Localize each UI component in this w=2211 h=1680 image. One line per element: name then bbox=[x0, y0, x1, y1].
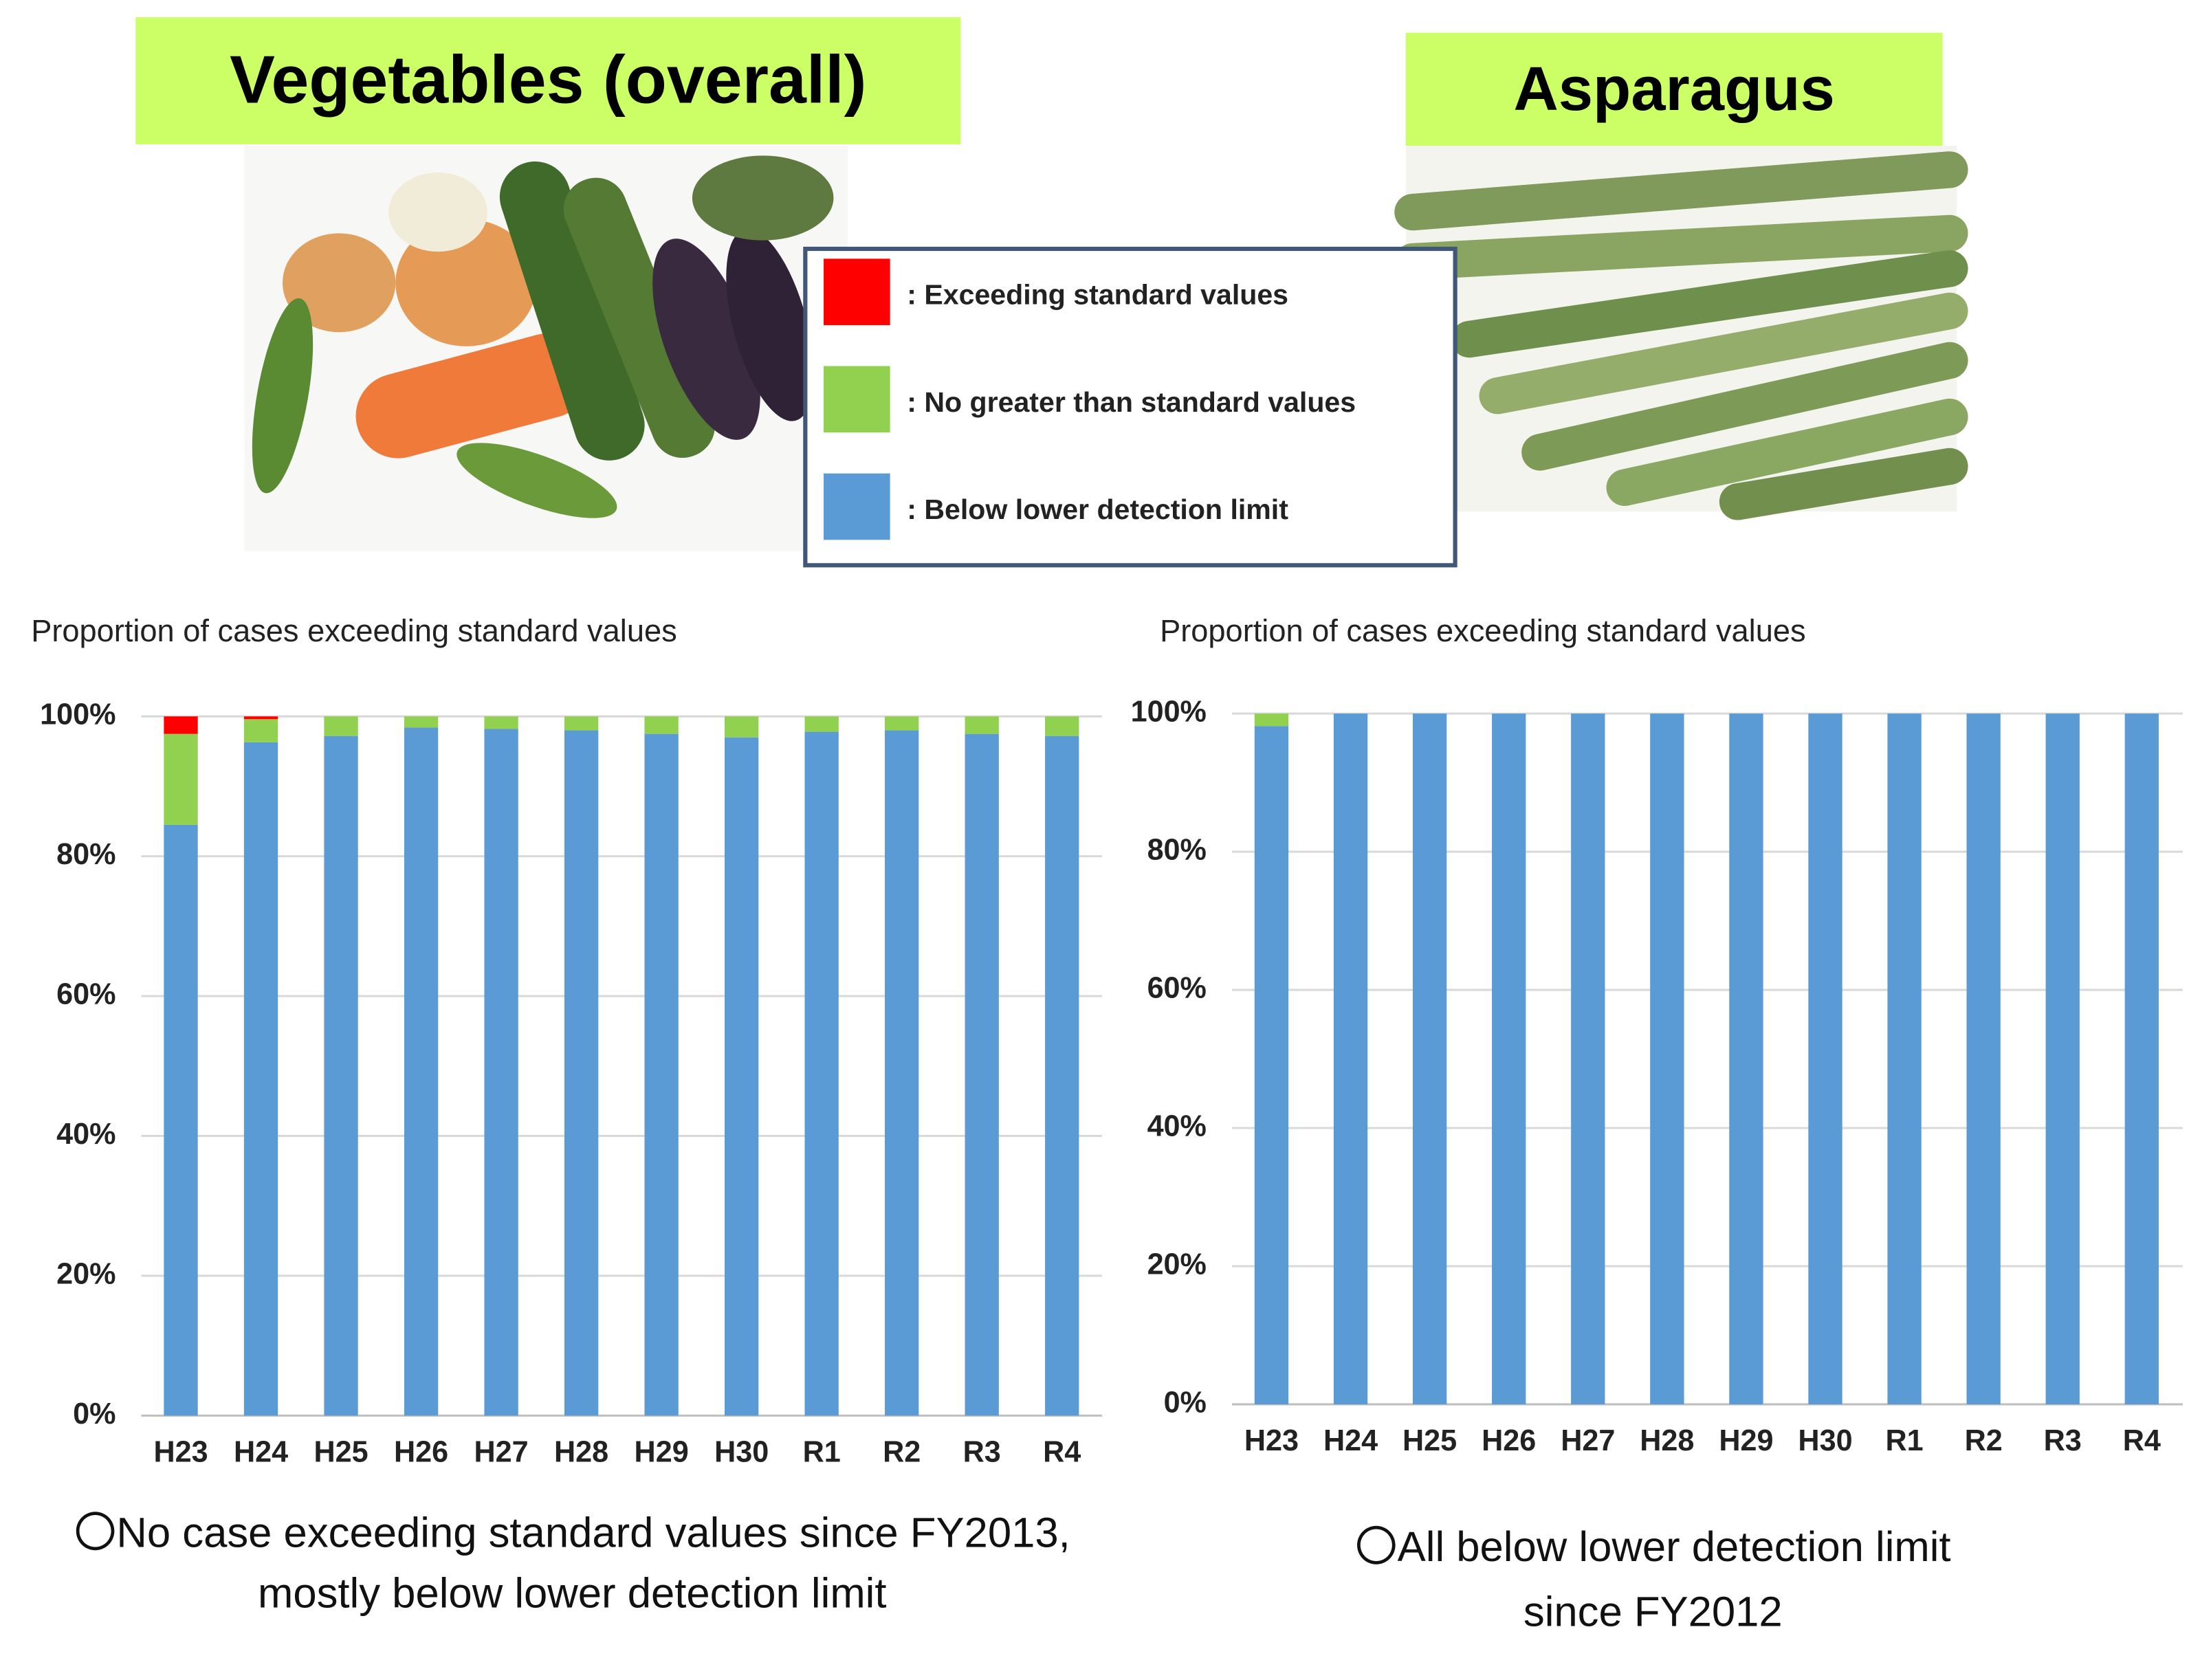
bar-segment bbox=[1492, 714, 1526, 1404]
bar-segment bbox=[644, 733, 679, 1416]
x-tick-label: R1 bbox=[1885, 1424, 1923, 1457]
y-tick-label: 40% bbox=[1147, 1109, 1207, 1142]
bar-segment bbox=[1254, 714, 1289, 727]
x-tick-label: H29 bbox=[635, 1435, 689, 1468]
bar-segment bbox=[564, 716, 599, 731]
bar-segment bbox=[885, 716, 919, 731]
x-tick-label: H24 bbox=[1323, 1424, 1378, 1457]
bar-segment bbox=[2124, 714, 2159, 1404]
y-tick-label: 100% bbox=[40, 698, 116, 731]
bar-segment bbox=[243, 716, 278, 720]
y-tick-label: 60% bbox=[56, 977, 116, 1010]
bar-segment bbox=[164, 716, 198, 734]
x-tick-label: H26 bbox=[1482, 1424, 1536, 1457]
y-tick-label: 80% bbox=[1147, 833, 1207, 866]
bar-segment bbox=[1808, 714, 1842, 1404]
x-tick-label: H27 bbox=[1561, 1424, 1615, 1457]
legend-swatch bbox=[824, 258, 890, 325]
x-tick-label: H29 bbox=[1719, 1424, 1773, 1457]
x-tick-label: H28 bbox=[554, 1435, 608, 1468]
bar-segment bbox=[1412, 714, 1447, 1404]
x-tick-label: R4 bbox=[1043, 1435, 1081, 1468]
x-tick-label: H28 bbox=[1640, 1424, 1694, 1457]
bar-segment bbox=[1254, 726, 1289, 1404]
x-tick-label: H30 bbox=[1798, 1424, 1852, 1457]
note: since FY2012 bbox=[1524, 1588, 1783, 1635]
bar-segment bbox=[164, 733, 198, 825]
x-tick-label: R2 bbox=[1965, 1424, 2003, 1457]
x-tick-label: H25 bbox=[1402, 1424, 1457, 1457]
x-tick-label: H30 bbox=[714, 1435, 769, 1468]
bar-segment bbox=[1045, 716, 1079, 736]
note: mostly below lower detection limit bbox=[258, 1570, 886, 1617]
legend: : Exceeding standard values : No greater … bbox=[824, 258, 1356, 540]
x-tick-label: R2 bbox=[883, 1435, 921, 1468]
x-tick-label: R1 bbox=[803, 1435, 841, 1468]
x-tick-label: H27 bbox=[474, 1435, 529, 1468]
bar-segment bbox=[484, 729, 518, 1416]
bar-segment bbox=[1333, 714, 1368, 1404]
x-tick-label: R3 bbox=[963, 1435, 1001, 1468]
asparagus-photo bbox=[1394, 145, 1968, 520]
y-tick-label: 0% bbox=[73, 1397, 116, 1430]
bar-segment bbox=[1045, 736, 1079, 1416]
legend-label: : Below lower detection limit bbox=[907, 494, 1288, 525]
heading-background bbox=[135, 16, 961, 144]
legend-box bbox=[803, 246, 1458, 568]
y-tick-label: 100% bbox=[1131, 695, 1207, 728]
bar-segment bbox=[1729, 714, 1763, 1404]
heading: Vegetables (overall) bbox=[230, 42, 866, 118]
note: 〇No case exceeding standard values since… bbox=[74, 1509, 1070, 1556]
bar-segment bbox=[164, 824, 198, 1416]
bar-segment bbox=[324, 716, 358, 736]
y-tick-label: 20% bbox=[56, 1257, 116, 1290]
bar-segment bbox=[564, 730, 599, 1416]
bar-segment bbox=[1571, 714, 1605, 1404]
y-tick-label: 40% bbox=[56, 1118, 116, 1151]
bar-segment bbox=[1887, 714, 1922, 1404]
bar-segment bbox=[724, 737, 759, 1416]
vegetables-photo bbox=[244, 145, 848, 551]
bar-segment bbox=[324, 736, 358, 1416]
y-tick-label: 80% bbox=[56, 838, 116, 871]
charts: Proportion of cases exceeding standard v… bbox=[31, 613, 2183, 1635]
bar-segment bbox=[965, 733, 999, 1416]
y-tick-label: 60% bbox=[1147, 971, 1207, 1004]
bar-segment bbox=[404, 727, 439, 1416]
legend-swatch bbox=[824, 473, 890, 540]
x-tick-label: H25 bbox=[314, 1435, 368, 1468]
bar-segment bbox=[1966, 714, 2001, 1404]
bar-segment bbox=[804, 716, 839, 732]
bar-segment bbox=[404, 716, 439, 728]
bar-segment bbox=[484, 716, 518, 729]
bar-segment bbox=[243, 719, 278, 742]
bar-segment bbox=[804, 731, 839, 1416]
chart-title: Proportion of cases exceeding standard v… bbox=[1160, 613, 1805, 648]
heading-background bbox=[1405, 32, 1943, 146]
chart-title: Proportion of cases exceeding standard v… bbox=[31, 613, 676, 648]
x-tick-label: R3 bbox=[2044, 1424, 2082, 1457]
y-tick-label: 20% bbox=[1147, 1248, 1207, 1281]
x-tick-label: H23 bbox=[153, 1435, 208, 1468]
bar-segment bbox=[724, 716, 759, 738]
y-tick-label: 0% bbox=[1164, 1386, 1207, 1419]
heading: Asparagus bbox=[1513, 54, 1834, 124]
x-tick-label: H24 bbox=[234, 1435, 288, 1468]
x-tick-label: H26 bbox=[394, 1435, 448, 1468]
bar-segment bbox=[1650, 714, 1684, 1404]
legend-label: : Exceeding standard values bbox=[907, 279, 1288, 311]
x-tick-label: R4 bbox=[2123, 1424, 2161, 1457]
x-tick-label: H23 bbox=[1244, 1424, 1299, 1457]
bar-segment bbox=[2045, 714, 2080, 1404]
bar-segment bbox=[965, 716, 999, 734]
legend-swatch bbox=[824, 366, 890, 433]
bar-segment bbox=[644, 716, 679, 734]
bar-segment bbox=[885, 730, 919, 1416]
bar-segment bbox=[243, 742, 278, 1416]
note: 〇All below lower detection limit bbox=[1355, 1523, 1951, 1571]
legend-label: : No greater than standard values bbox=[907, 386, 1356, 418]
